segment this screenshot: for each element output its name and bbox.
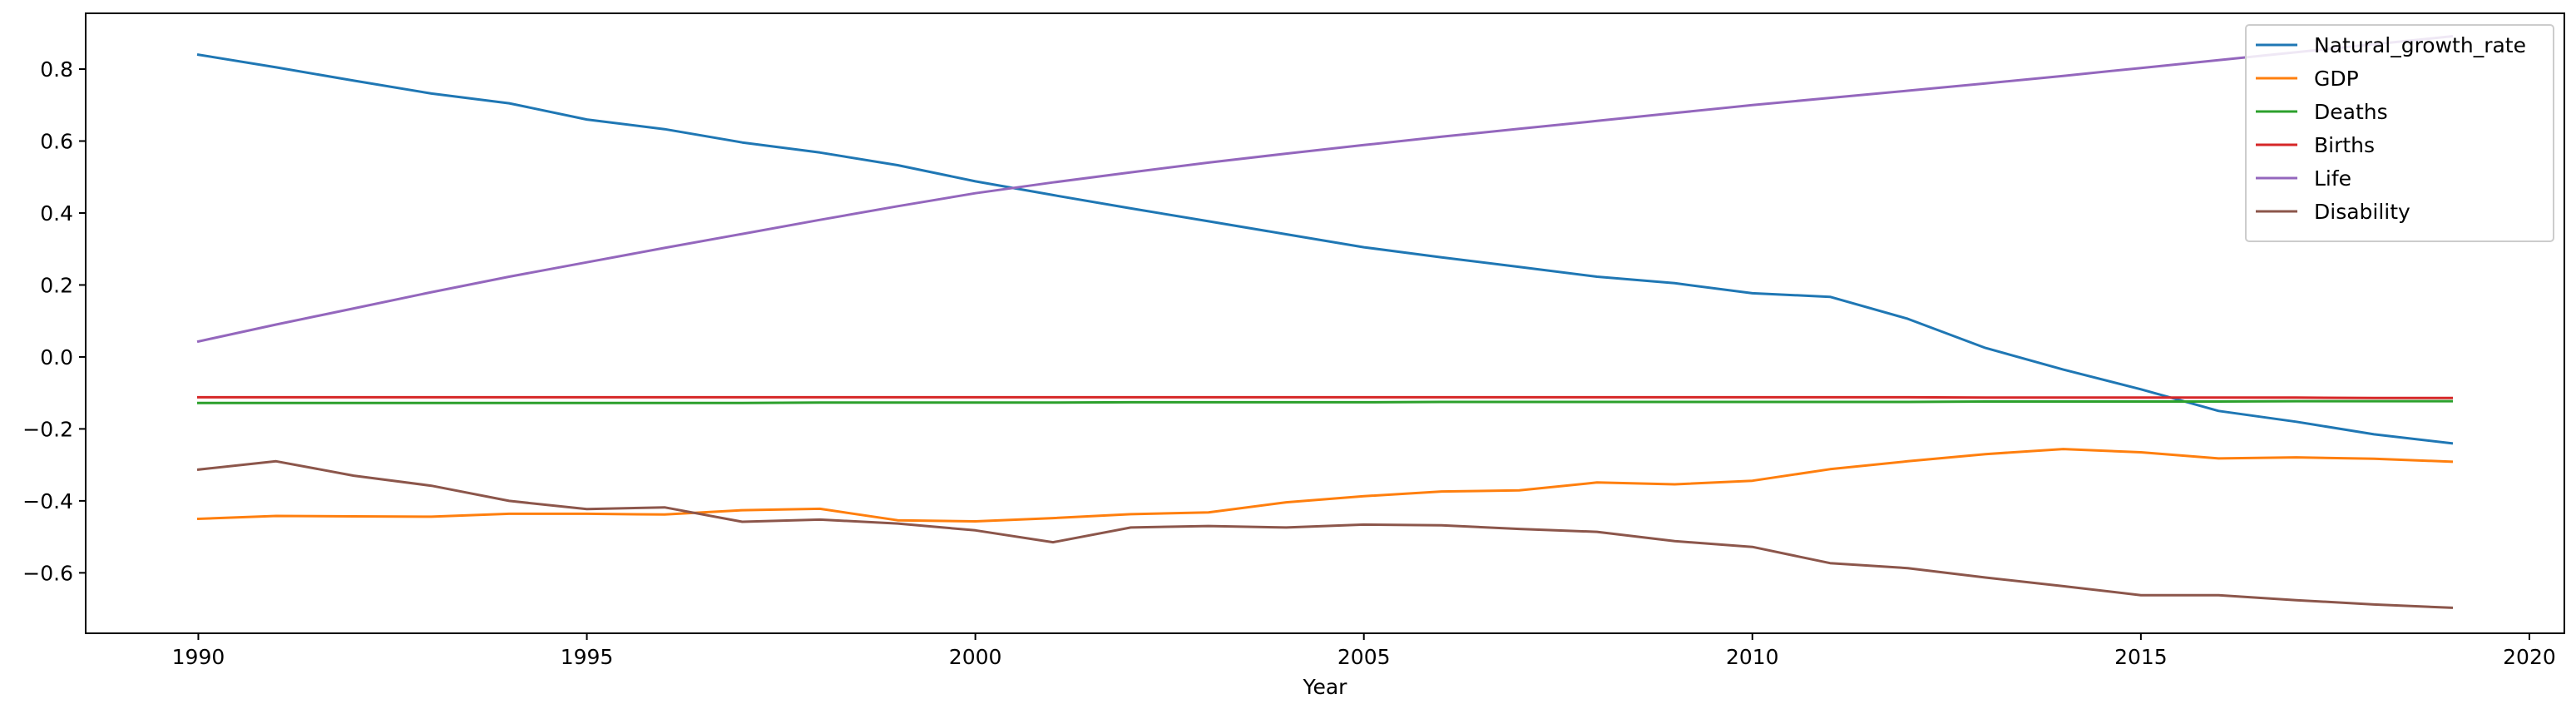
plot-frame xyxy=(85,12,2565,634)
legend-label: Natural_growth_rate xyxy=(2314,33,2526,57)
y-tick-label: 0.2 xyxy=(40,273,73,297)
series-line-deaths xyxy=(197,399,2453,404)
x-tick-label: 2005 xyxy=(1337,645,1391,669)
x-tick-label: 2000 xyxy=(949,645,1002,669)
x-tick-label: 2015 xyxy=(2114,645,2168,669)
series-line-disability xyxy=(196,459,2454,609)
x-tick-label: 2010 xyxy=(1726,645,1779,669)
x-tick-label: 1990 xyxy=(172,645,225,669)
series-line-life xyxy=(196,35,2454,344)
y-tick-label: 0.6 xyxy=(40,129,73,153)
x-axis: 1990 1995 2000 2005 2010 2015 2020 xyxy=(172,633,2556,669)
legend-label: Deaths xyxy=(2314,100,2388,124)
x-tick-label: 1995 xyxy=(561,645,614,669)
legend-label: Life xyxy=(2314,166,2351,191)
y-tick-label: −0.2 xyxy=(22,417,73,441)
y-tick-label: 0.0 xyxy=(40,345,73,369)
series-line-births xyxy=(197,395,2453,399)
y-tick-label: −0.4 xyxy=(22,489,73,513)
y-tick-label: −0.6 xyxy=(22,561,73,585)
x-tick-label: 2020 xyxy=(2503,645,2556,669)
y-tick-label: 0.8 xyxy=(40,57,73,82)
y-tick-label: 0.4 xyxy=(40,201,73,226)
legend-label: Disability xyxy=(2314,200,2410,224)
legend-label: Births xyxy=(2314,133,2375,157)
legend-label: GDP xyxy=(2314,67,2359,91)
series-line-gdp xyxy=(196,448,2454,523)
legend: Natural_growth_rate GDP Deaths Births Life Di… xyxy=(2245,24,2554,242)
x-axis-title: Year xyxy=(1303,675,1348,699)
legend-box xyxy=(2245,24,2554,242)
series-line-natural-growth-rate xyxy=(196,52,2454,445)
plot-lines xyxy=(196,35,2454,609)
y-axis: −0.6 −0.4 −0.2 0.0 0.2 0.4 0.6 0.8 xyxy=(22,57,86,585)
